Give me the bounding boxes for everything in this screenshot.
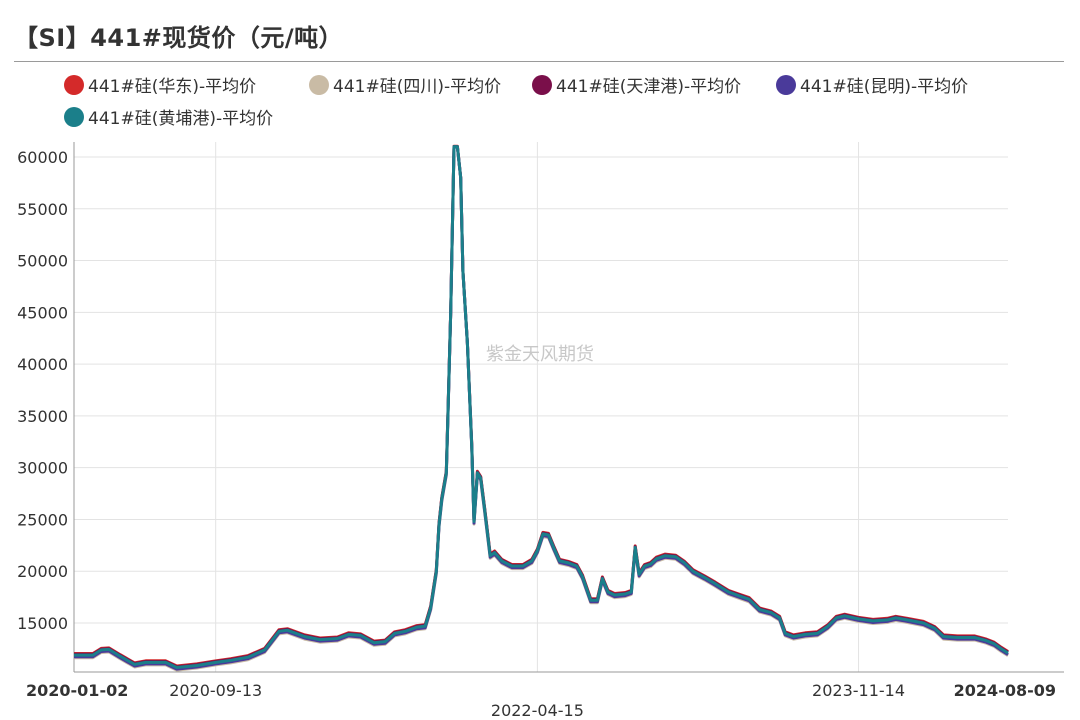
legend-label: 441#硅(天津港)-平均价 <box>556 77 742 97</box>
series-line <box>74 145 1009 669</box>
y-tick-label: 25000 <box>17 510 68 529</box>
y-tick-label: 40000 <box>17 355 68 374</box>
legend-marker <box>776 74 796 95</box>
y-tick-label: 35000 <box>17 407 68 426</box>
y-tick-label: 30000 <box>17 459 68 478</box>
chart-title: 【SI】441#现货价（元/吨） <box>14 24 344 52</box>
legend-item[interactable]: 441#硅(四川)-平均价 <box>309 72 501 97</box>
y-tick-label: 60000 <box>17 148 68 167</box>
legend-item[interactable]: 441#硅(昆明)-平均价 <box>776 72 968 97</box>
watermark: 紫金天风期货 <box>486 344 594 365</box>
legend-marker <box>532 74 552 95</box>
legend-item[interactable]: 441#硅(华东)-平均价 <box>64 72 256 97</box>
x-tick-label: 2024-08-09 <box>954 681 1056 700</box>
y-tick-label: 50000 <box>17 252 68 271</box>
series-line <box>74 144 1009 668</box>
x-tick-label: 2020-09-13 <box>169 681 262 700</box>
y-tick-label: 20000 <box>17 562 68 581</box>
x-axis: 2020-01-02 2020-09-13 2022-04-15 2023-11-14… <box>26 681 1056 720</box>
series-line <box>74 145 1009 671</box>
x-tick-label: 2020-01-02 <box>26 681 128 700</box>
legend-label: 441#硅(四川)-平均价 <box>333 77 502 97</box>
legend-marker <box>64 74 84 95</box>
legend-label: 441#硅(昆明)-平均价 <box>800 77 969 97</box>
y-tick-label: 45000 <box>17 303 68 322</box>
series-line <box>74 145 1009 669</box>
y-axis: 15000 20000 25000 30000 35000 40000 45000 50000… <box>17 148 68 633</box>
series-lines <box>74 144 1009 672</box>
legend-marker <box>64 106 84 127</box>
legend-label: 441#硅(黄埔港)-平均价 <box>88 109 274 129</box>
title-divider <box>14 61 1064 62</box>
series-line <box>74 145 1009 672</box>
x-tick-label: 2023-11-14 <box>812 681 905 700</box>
y-tick-label: 15000 <box>17 614 68 633</box>
legend-marker <box>309 74 329 95</box>
legend-label: 441#硅(华东)-平均价 <box>88 77 257 97</box>
y-tick-label: 55000 <box>17 200 68 219</box>
legend-item[interactable]: 441#硅(天津港)-平均价 <box>532 72 741 97</box>
x-tick-label: 2022-04-15 <box>491 701 584 720</box>
grid <box>73 142 1064 673</box>
legend-item[interactable]: 441#硅(黄埔港)-平均价 <box>64 104 273 129</box>
